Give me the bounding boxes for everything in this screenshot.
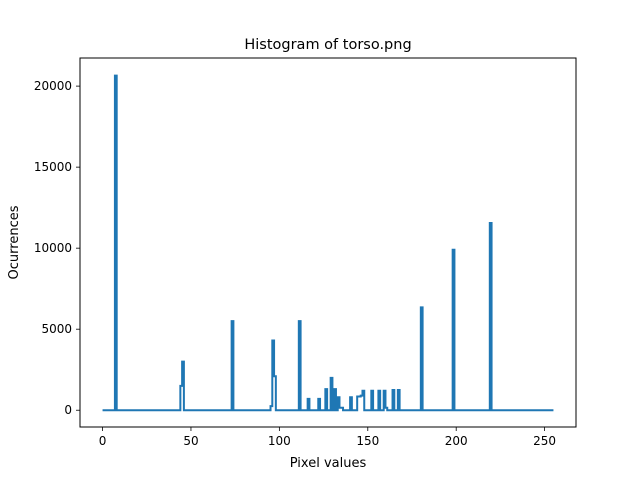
y-tick-label: 20000 — [34, 79, 72, 93]
x-tick-label: 100 — [268, 434, 291, 448]
x-tick-label: 150 — [356, 434, 379, 448]
y-tick-label: 0 — [64, 403, 72, 417]
plot-area: 0 50 100 150 200 250 0 5000 10000 15000 20000 — [34, 57, 577, 448]
x-tick-label: 0 — [99, 434, 107, 448]
series-layer — [102, 74, 554, 412]
y-axis-label: Ocurrences — [7, 205, 22, 279]
histogram-series-line-0 — [102, 74, 554, 412]
chart-title: Histogram of torso.png — [244, 37, 411, 53]
x-axis-label: Pixel values — [290, 456, 367, 471]
ticks-layer: 0 50 100 150 200 250 0 5000 10000 15000 20000 — [34, 79, 556, 448]
x-tick-label: 200 — [445, 434, 468, 448]
x-tick-label: 250 — [533, 434, 556, 448]
y-tick-label: 5000 — [41, 322, 72, 336]
axes-frame — [79, 57, 577, 428]
x-tick-label: 50 — [183, 434, 198, 448]
y-tick-label: 10000 — [34, 241, 72, 255]
y-tick-label: 15000 — [34, 160, 72, 174]
